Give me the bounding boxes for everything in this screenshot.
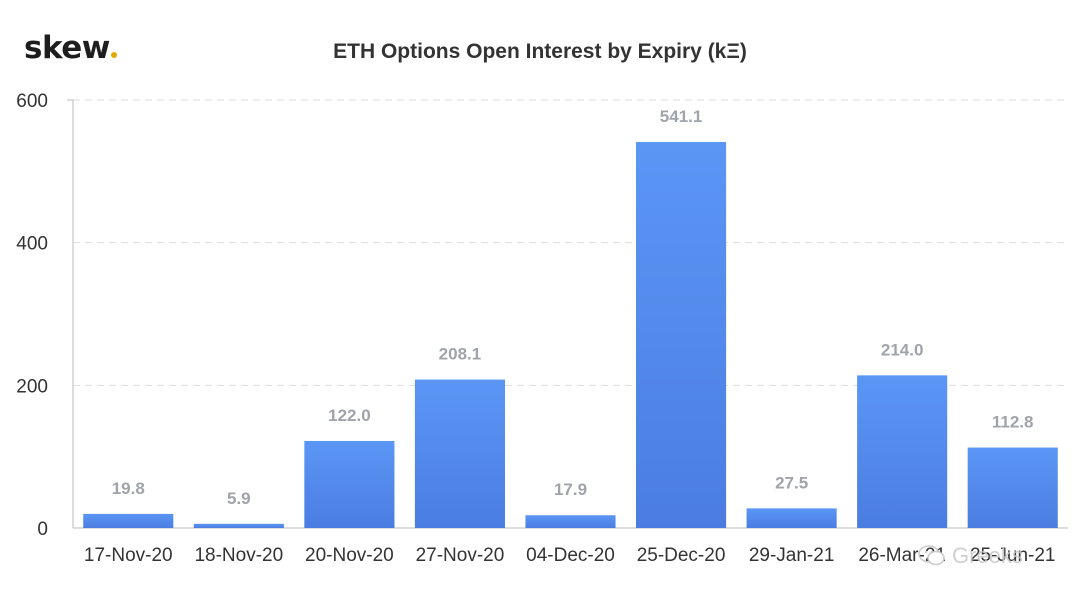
bar (746, 508, 837, 528)
bar (193, 523, 284, 528)
x-axis: 17-Nov-20 18-Nov-20 20-Nov-20 27-Nov-20 04-D… (84, 545, 1056, 566)
watermark: Greeks (918, 543, 1023, 569)
bar (304, 440, 395, 528)
y-tick-label: 0 (37, 519, 48, 540)
data-label: 19.8 (112, 479, 145, 498)
x-tick-label: 18-Nov-20 (194, 545, 283, 566)
wechat-icon (918, 545, 945, 566)
data-labels: 19.8 5.9 122.0 208.1 17.9 541.1 27.5 214.0 112.8 (112, 107, 1034, 508)
x-tick-label: 17-Nov-20 (84, 545, 173, 566)
x-tick-label: 20-Nov-20 (305, 545, 394, 566)
bar (83, 513, 174, 528)
data-label: 208.1 (439, 345, 482, 364)
bars (83, 142, 1058, 529)
data-label: 17.9 (554, 480, 587, 499)
chart-title: ETH Options Open Interest by Expiry (kΞ) (333, 40, 747, 63)
data-label: 122.0 (328, 406, 371, 425)
data-label: 27.5 (775, 473, 808, 492)
bar (857, 375, 948, 528)
y-tick-label: 400 (16, 234, 48, 255)
y-tick-label: 600 (16, 91, 48, 112)
data-label: 5.9 (227, 489, 251, 508)
data-label: 112.8 (992, 413, 1034, 432)
data-label: 541.1 (660, 107, 703, 126)
x-tick-label: 04-Dec-20 (526, 545, 615, 566)
x-tick-label: 25-Jun-21 (970, 545, 1056, 566)
y-tick-label: 200 (16, 376, 48, 397)
bar (967, 447, 1058, 528)
logo-text: skew (24, 30, 110, 66)
bar (414, 379, 505, 528)
watermark-text: Greeks (952, 543, 1023, 568)
x-tick-label: 25-Dec-20 (637, 545, 726, 566)
bar (636, 142, 727, 529)
logo-dot (110, 52, 117, 58)
x-tick-label: 27-Nov-20 (416, 545, 505, 566)
data-label: 214.0 (881, 340, 924, 359)
skew-logo: skew (24, 30, 117, 66)
x-tick-label: 29-Jan-21 (749, 545, 835, 566)
bar (525, 515, 616, 528)
